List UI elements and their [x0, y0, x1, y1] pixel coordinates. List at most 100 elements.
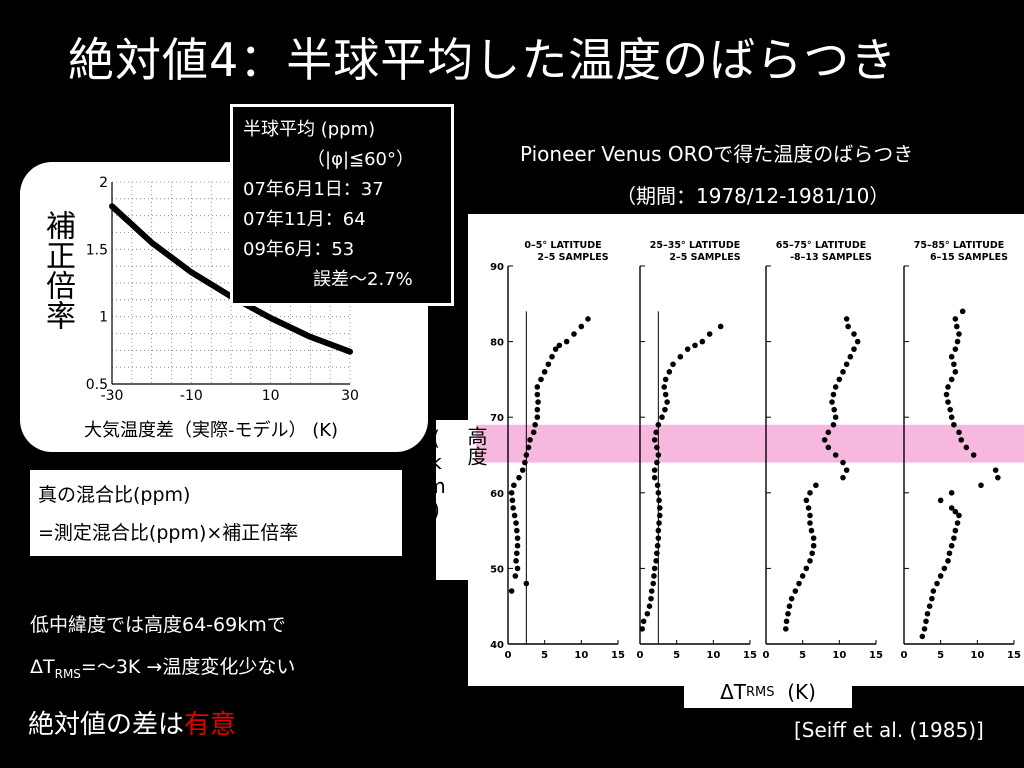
profile-point	[651, 565, 658, 572]
profile-point	[954, 323, 960, 330]
profile-point	[640, 618, 647, 625]
profile-point	[945, 384, 951, 390]
dt-tick-label: 10	[706, 650, 720, 661]
profile-point	[534, 414, 541, 420]
profile-point	[832, 452, 839, 458]
y-tick-label: 0.5	[86, 377, 108, 393]
profile-point	[821, 437, 828, 443]
dt-tick-label: 5	[541, 650, 548, 661]
profile-point	[510, 505, 516, 511]
profile-point	[807, 490, 813, 496]
profile-point	[523, 580, 530, 587]
profile-point	[655, 490, 662, 496]
dtrms-axis-label: ΔT RMS (K)	[684, 676, 852, 708]
profile-point	[648, 595, 654, 602]
profile-point	[717, 323, 724, 330]
dt-tick-label: 0	[901, 650, 908, 661]
panel-title: 75–85° LATITUDE	[914, 240, 1005, 251]
profile-point	[854, 338, 861, 345]
panel-samples: -8–13 SAMPLES	[790, 252, 872, 263]
profile-point	[847, 353, 854, 360]
profile-point	[934, 580, 940, 587]
profile-point	[508, 490, 515, 496]
dt-tick-label: 15	[869, 650, 883, 661]
formula-line-1: 真の混合比(ppm)	[38, 484, 191, 506]
profile-point	[952, 346, 959, 352]
profile-point	[952, 316, 959, 322]
profile-point	[945, 399, 951, 405]
profile-point	[840, 369, 846, 375]
altitude-tick-label: 60	[490, 489, 504, 500]
dt-tick-label: 5	[799, 650, 806, 661]
profile-point	[954, 520, 961, 526]
profile-point	[952, 527, 959, 534]
profile-point	[662, 376, 669, 383]
profile-point	[809, 550, 815, 557]
x-tick-label: 10	[262, 388, 280, 404]
note-line-2: ΔTRMS=～3K →温度変化少ない	[30, 652, 295, 681]
dt-tick-label: 0	[637, 650, 644, 661]
figure-caption-1: Pioneer Venus OROで得た温度のばらつき	[520, 142, 914, 166]
profile-point	[840, 459, 846, 466]
altitude-tick-label: 50	[490, 564, 504, 575]
profile-point	[639, 626, 645, 632]
profile-point	[956, 429, 962, 436]
profile-point	[644, 610, 651, 617]
profile-point	[655, 452, 662, 458]
altitude-label: 高度 (km)	[424, 420, 488, 580]
profile-point	[943, 391, 950, 398]
profile-point	[646, 603, 653, 609]
profile-point	[525, 444, 532, 451]
profile-point	[513, 520, 519, 526]
profile-point	[832, 384, 839, 390]
profile-point	[651, 474, 658, 481]
note-dt-value: =～3K →温度変化少ない	[80, 656, 296, 678]
note-rms: RMS	[54, 666, 81, 681]
panel-samples: 6–15 SAMPLES	[930, 252, 1008, 263]
profile-point	[830, 391, 837, 398]
profile-point	[653, 558, 659, 564]
profile-point	[664, 399, 670, 405]
profile-point	[654, 482, 661, 489]
profile-point	[810, 535, 817, 541]
dtrms-sub: RMS	[745, 684, 775, 700]
profile-point	[851, 331, 857, 337]
profile-point	[651, 573, 657, 579]
profile-point	[830, 421, 837, 428]
profile-point	[654, 444, 660, 451]
profile-point	[807, 558, 813, 564]
profile-point	[670, 361, 676, 368]
profile-point	[511, 512, 518, 519]
profile-point	[843, 467, 850, 473]
profile-point	[924, 610, 931, 617]
profile-point	[948, 353, 955, 360]
profile-point	[661, 384, 667, 390]
altitude-tick-label: 80	[490, 338, 504, 349]
profile-point	[523, 452, 530, 458]
note-dt: ΔT	[30, 656, 55, 678]
info-line-5: 09年6月：53	[243, 239, 355, 260]
slide-title: 絶対値4：半球平均した温度のばらつき	[68, 33, 898, 87]
altitude-tick-label: 70	[490, 413, 504, 424]
profile-point	[538, 376, 544, 383]
profile-point	[832, 414, 839, 420]
conclusion-text: 絶対値の差は	[28, 710, 185, 740]
profile-point	[937, 497, 944, 504]
x-tick-label: 30	[341, 388, 359, 404]
profile-point	[970, 452, 977, 458]
profile-point	[527, 437, 533, 443]
profile-point	[657, 505, 663, 511]
profile-point	[919, 633, 926, 640]
profile-point	[923, 618, 929, 625]
profile-point	[807, 520, 813, 526]
altitude-tick-label: 40	[490, 640, 504, 651]
profile-point	[786, 603, 793, 609]
profile-point	[783, 618, 790, 625]
profile-point	[655, 535, 662, 541]
profile-point	[840, 474, 846, 481]
profile-point	[684, 346, 691, 352]
info-line-1: 半球平均 (ppm)	[243, 119, 376, 140]
profile-point	[929, 595, 935, 602]
profile-point	[843, 316, 850, 322]
profile-point	[810, 542, 817, 549]
